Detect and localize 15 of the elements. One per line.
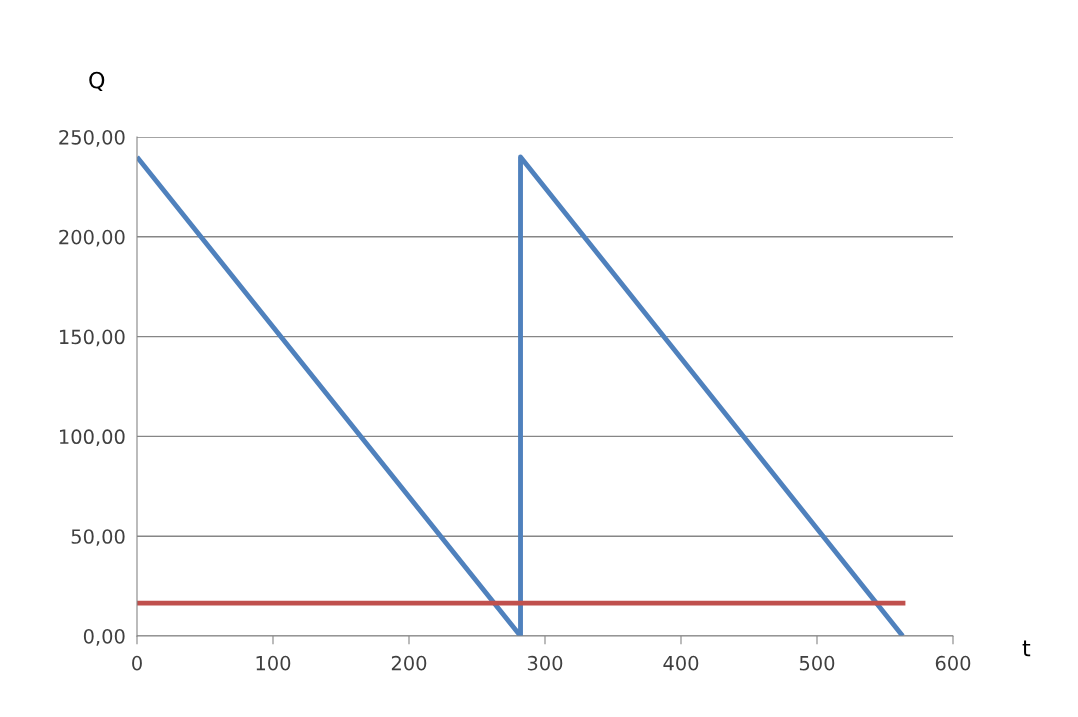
y-axis-title: Q <box>89 71 105 91</box>
x-tick-label: 0 <box>132 655 142 671</box>
y-tick-label: 150,00 <box>59 329 125 347</box>
y-tick-label: 0,00 <box>83 628 125 646</box>
y-tick-label: 100,00 <box>59 429 125 447</box>
y-tick-label: 200,00 <box>59 229 125 247</box>
y-tick-label: 250,00 <box>59 129 125 147</box>
x-tick-label: 400 <box>663 655 699 671</box>
x-axis-title: t <box>1022 640 1031 657</box>
x-tick-label: 200 <box>391 655 427 671</box>
x-tick-label: 300 <box>527 655 563 671</box>
x-tick-label: 500 <box>799 655 835 671</box>
x-tick-label: 600 <box>935 655 971 671</box>
x-tick-label: 100 <box>256 655 291 671</box>
y-tick-label: 50,00 <box>71 529 125 546</box>
